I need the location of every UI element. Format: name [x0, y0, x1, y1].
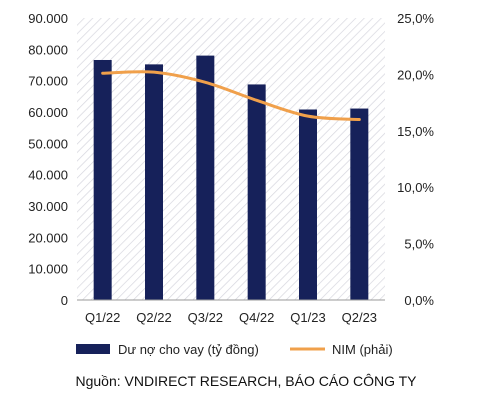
x-tick-label: Q4/22: [239, 310, 274, 325]
y-right-tick-label: 5,0%: [404, 237, 434, 252]
y-right-tick-label: 25,0%: [397, 11, 434, 26]
y-right-tick-label: 15,0%: [397, 124, 434, 139]
line-layer: [101, 70, 361, 122]
legend: Dư nợ cho vay (tỷ đồng) NIM (phải): [76, 342, 393, 357]
x-tick-label: Q1/22: [85, 310, 120, 325]
bar-q2-23: [350, 108, 369, 300]
legend-label-bar: Dư nợ cho vay (tỷ đồng): [118, 342, 259, 357]
y-left-tick-label: 70.000: [28, 74, 68, 89]
x-tick-label: Q2/22: [136, 310, 171, 325]
bar-q3-22: [196, 55, 215, 300]
plot-area-background: [77, 18, 385, 300]
y-left-tick-label: 10.000: [28, 262, 68, 277]
legend-swatch-bar: [76, 344, 110, 354]
y-left-tick-label: 0: [61, 293, 68, 308]
bar-q2-22: [145, 64, 163, 301]
x-tick-label: Q2/23: [342, 310, 377, 325]
source-note: Nguồn: VNDIRECT RESEARCH, BÁO CÁO CÔNG T…: [75, 373, 417, 389]
nim-line: [101, 70, 361, 122]
x-tick-label: Q1/23: [290, 310, 325, 325]
y-right-tick-label: 0,0%: [404, 293, 434, 308]
bar-q1-23: [299, 109, 317, 301]
bars-layer: [93, 55, 369, 301]
y-right-tick-label: 10,0%: [397, 180, 434, 195]
y-left-tick-label: 20.000: [28, 230, 68, 245]
y-left-tick-label: 50.000: [28, 136, 68, 151]
y-left-tick-label: 60.000: [28, 105, 68, 120]
y-left-tick-label: 80.000: [28, 42, 68, 57]
legend-label-line: NIM (phải): [332, 342, 393, 357]
bar-q1-22: [93, 59, 112, 300]
y-left-tick-label: 90.000: [28, 11, 68, 26]
y-left-tick-label: 40.000: [28, 168, 68, 183]
bar-q4-22: [247, 84, 266, 301]
y-left-tick-label: 30.000: [28, 199, 68, 214]
x-tick-label: Q3/22: [188, 310, 223, 325]
axis-layer: 0 10.000 20.000 30.000 40.000 50.000 60.000 70.…: [28, 11, 434, 325]
y-right-tick-label: 20,0%: [397, 67, 434, 82]
